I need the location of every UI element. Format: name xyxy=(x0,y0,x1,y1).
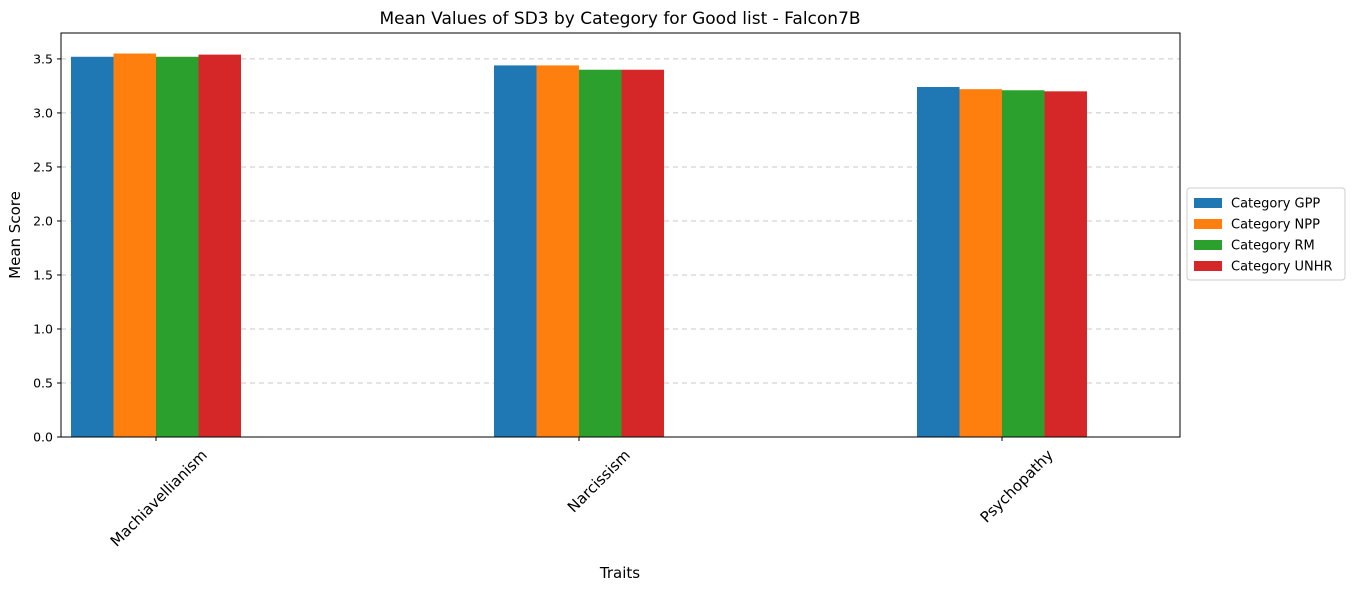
x-axis-label: Traits xyxy=(599,564,640,582)
bar-category-gpp-narcissism xyxy=(494,65,537,437)
y-tick-label: 3.0 xyxy=(33,105,53,120)
bars xyxy=(71,53,1087,438)
bar-category-npp-psychopathy xyxy=(959,89,1002,438)
y-tick-label: 0.0 xyxy=(33,430,53,445)
bar-category-unhr-narcissism xyxy=(621,69,664,438)
legend-box xyxy=(1186,187,1346,281)
bar-category-npp-machiavellianism xyxy=(113,53,156,438)
legend-swatch xyxy=(1194,261,1222,271)
y-tick-label: 1.5 xyxy=(33,267,53,282)
legend: Category GPP Category NPP Category RM Categ… xyxy=(1186,187,1346,281)
y-tick-label: 1.0 xyxy=(33,321,53,336)
legend-label: Category GPP xyxy=(1231,197,1320,212)
bar-category-unhr-psychopathy xyxy=(1044,91,1087,438)
x-tick-label: Psychopathy xyxy=(977,446,1057,526)
bar-category-rm-narcissism xyxy=(579,69,622,438)
bar-category-unhr-machiavellianism xyxy=(198,54,241,437)
legend-label: Category UNHR xyxy=(1231,260,1333,275)
bar-category-rm-machiavellianism xyxy=(156,56,199,437)
legend-swatch xyxy=(1194,219,1222,229)
y-tick-label: 3.5 xyxy=(33,51,53,66)
x-tick-label: Machiavellianism xyxy=(107,446,211,550)
plot-frame xyxy=(60,32,1181,438)
chart-title: Mean Values of SD3 by Category for Good … xyxy=(379,9,860,29)
axes xyxy=(60,32,1181,438)
x-axis-ticks: Machiavellianism Narcissism Psychopathy xyxy=(107,437,1057,550)
legend-label: Category NPP xyxy=(1231,218,1320,233)
y-axis-label: Mean Score xyxy=(6,191,24,279)
x-tick-label: Narcissism xyxy=(564,446,634,516)
legend-swatch xyxy=(1194,198,1222,208)
bar-category-gpp-psychopathy xyxy=(917,87,960,438)
legend-swatch xyxy=(1194,240,1222,250)
bar-category-rm-psychopathy xyxy=(1002,90,1045,437)
legend-label: Category RM xyxy=(1231,239,1315,254)
bar-category-npp-narcissism xyxy=(536,65,579,437)
bar-category-gpp-machiavellianism xyxy=(71,56,114,437)
y-axis-ticks: 0.0 0.5 1.0 1.5 2.0 2.5 3.0 3.5 xyxy=(33,51,61,445)
y-tick-label: 2.0 xyxy=(33,213,53,228)
y-tick-label: 0.5 xyxy=(33,375,53,390)
y-tick-label: 2.5 xyxy=(33,159,53,174)
